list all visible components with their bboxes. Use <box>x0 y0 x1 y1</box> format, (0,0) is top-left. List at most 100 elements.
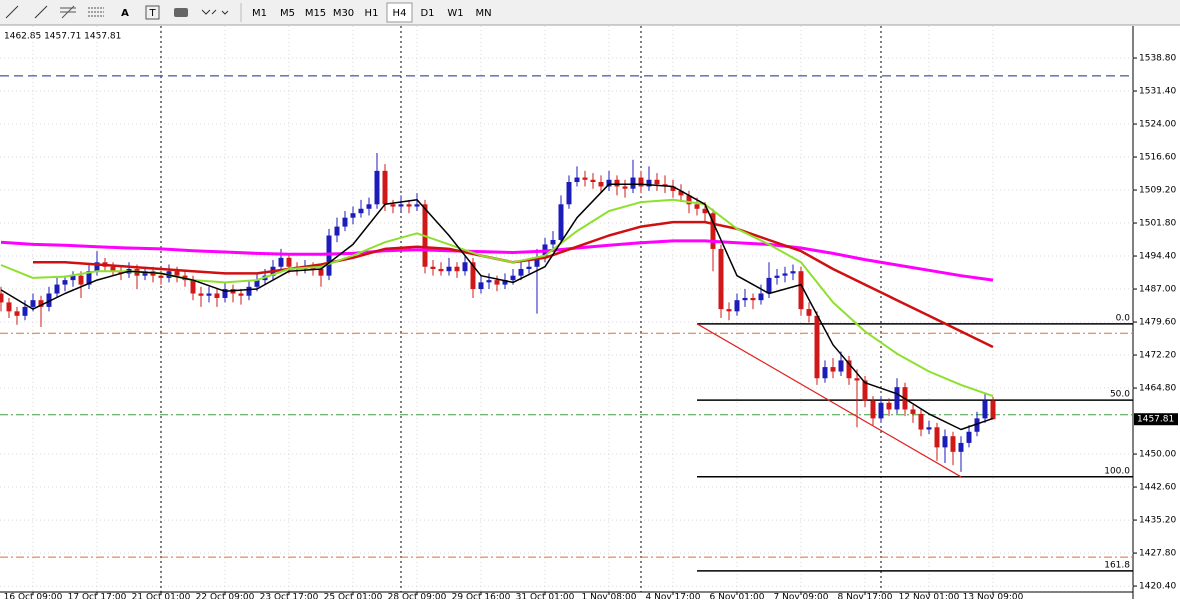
candle-body <box>30 300 36 307</box>
y-tick-label: 1427.80 <box>1139 549 1176 559</box>
candle-body <box>894 387 900 410</box>
candle-body <box>982 400 988 419</box>
tool-fibo[interactable] <box>88 7 104 17</box>
timeframe-button[interactable]: M5 <box>280 8 295 19</box>
candle-body <box>958 442 964 452</box>
x-tick-label: 31 Oct 01:00 <box>516 593 575 600</box>
x-tick-label: 25 Oct 01:00 <box>324 593 383 600</box>
timeframe-button[interactable]: M30 <box>333 8 354 19</box>
tool-text[interactable]: A <box>121 8 129 19</box>
tool-label-box <box>145 5 160 20</box>
candle-body <box>518 268 524 276</box>
y-tick-label: 1420.40 <box>1139 582 1176 592</box>
timeframe-button[interactable]: M1 <box>252 8 267 19</box>
toolbar <box>0 0 1180 25</box>
candle-body <box>750 297 756 301</box>
candle-body <box>430 266 436 269</box>
candle-body <box>86 271 92 285</box>
candle-body <box>62 280 68 285</box>
candle-body <box>454 266 460 272</box>
timeframe-button[interactable]: H4 <box>393 8 407 19</box>
candle-body <box>974 418 980 432</box>
candle-body <box>934 427 940 448</box>
candle-body <box>878 402 884 419</box>
candle-body <box>118 271 124 274</box>
candle-body <box>694 204 700 209</box>
tool-cursor[interactable] <box>5 5 19 19</box>
candle-body <box>822 367 828 379</box>
x-tick-label: 1 Nov 08:00 <box>582 593 637 600</box>
candle-body <box>78 275 84 285</box>
candle-body <box>614 179 620 187</box>
candle-body <box>22 306 28 316</box>
timeframe-button[interactable]: MN <box>475 8 491 19</box>
x-tick-label: 22 Oct 09:00 <box>196 593 255 600</box>
candle-body <box>390 204 396 207</box>
timeframe-button[interactable]: H1 <box>365 8 379 19</box>
candle-body <box>502 280 508 285</box>
x-tick-label: 4 Nov 17:00 <box>646 593 701 600</box>
candle-body <box>470 262 476 290</box>
candle-body <box>670 186 676 191</box>
candle-body <box>846 360 852 379</box>
tool-label[interactable]: T <box>148 8 156 19</box>
candle-body <box>678 190 684 196</box>
candle-body <box>70 275 76 281</box>
trendline <box>696 323 962 478</box>
fib-label: 50.0 <box>1110 390 1130 400</box>
candle-body <box>854 378 860 381</box>
candle-body <box>582 177 588 180</box>
candle-body <box>0 293 4 303</box>
x-tick-label: 29 Oct 16:00 <box>452 593 511 600</box>
timeframe-active <box>386 2 413 23</box>
candle-body <box>406 204 412 207</box>
ohlc-header: 1462.85 1457.71 1457.81 <box>4 32 121 42</box>
candle-body <box>190 280 196 294</box>
timeframe-button[interactable]: W1 <box>447 8 463 19</box>
candle-body <box>174 271 180 276</box>
candle-body <box>718 248 724 310</box>
candle-body <box>734 300 740 312</box>
candle-body <box>446 266 452 272</box>
timeframe-button[interactable]: D1 <box>420 8 434 19</box>
candle-body <box>862 380 868 401</box>
candle-body <box>710 213 716 249</box>
x-tick-label: 23 Oct 17:00 <box>260 593 319 600</box>
y-tick-label: 1509.20 <box>1139 186 1176 196</box>
candle-body <box>886 402 892 410</box>
x-tick-label: 7 Nov 09:00 <box>774 593 829 600</box>
fib-label: 0.0 <box>1116 313 1131 323</box>
candle-body <box>334 226 340 236</box>
candle-body <box>142 271 148 276</box>
candle-body <box>782 273 788 276</box>
candle-body <box>558 204 564 240</box>
candle-body <box>966 431 972 443</box>
candle-body <box>198 293 204 296</box>
tool-line[interactable] <box>34 5 48 19</box>
y-tick-label: 1487.00 <box>1139 285 1176 295</box>
candle-body <box>510 275 516 281</box>
candle-body <box>206 293 212 296</box>
x-tick-label: 12 Nov 01:00 <box>899 593 960 600</box>
y-tick-label: 1464.80 <box>1139 384 1176 394</box>
tool-channel[interactable] <box>60 5 76 19</box>
drawing-tools: A T <box>5 3 242 22</box>
x-tick-label: 28 Oct 09:00 <box>388 593 447 600</box>
candle-body <box>358 208 364 214</box>
candle-body <box>46 293 52 307</box>
y-tick-label: 1479.60 <box>1139 318 1176 328</box>
timeframe-button[interactable]: M15 <box>305 8 326 19</box>
candle-body <box>494 280 500 285</box>
candle-body <box>942 436 948 448</box>
x-tick-label: 17 Oct 17:00 <box>68 593 127 600</box>
x-tick-label: 21 Oct 01:00 <box>132 593 191 600</box>
candle-body <box>574 177 580 183</box>
candle-body <box>398 204 404 207</box>
y-tick-label: 1450.00 <box>1139 450 1176 460</box>
tool-shapes[interactable] <box>174 8 188 17</box>
candle-body <box>6 302 12 312</box>
candle-body <box>638 177 644 187</box>
candle-body <box>374 170 380 205</box>
tool-arrows[interactable] <box>201 9 229 15</box>
y-tick-label: 1516.60 <box>1139 153 1176 163</box>
